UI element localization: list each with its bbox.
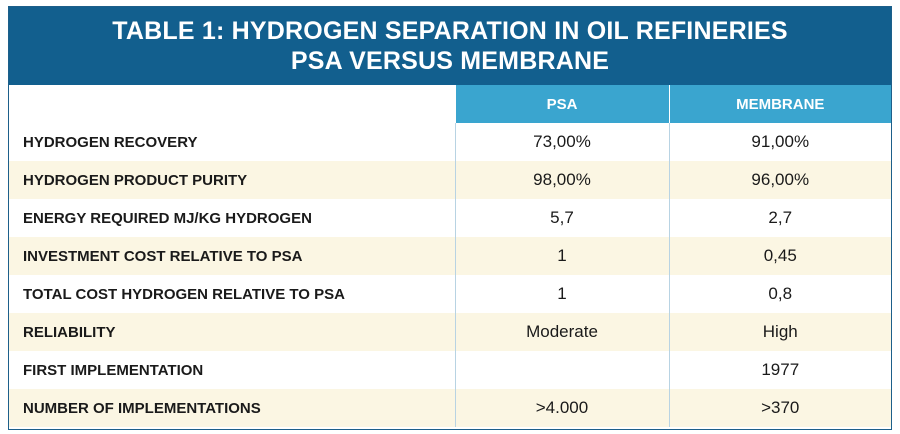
- table-title-line-2: PSA VERSUS MEMBRANE: [290, 47, 610, 75]
- row-label: NUMBER OF IMPLEMENTATIONS: [9, 389, 455, 427]
- membrane-value: 0,45: [668, 237, 891, 275]
- table-figure: TABLE 1: HYDROGEN SEPARATION IN OIL REFI…: [8, 6, 892, 430]
- psa-value: 5,7: [454, 199, 669, 237]
- table-row: ENERGY REQUIRED MJ/KG HYDROGEN 5,7 2,7: [9, 199, 891, 237]
- row-label: FIRST IMPLEMENTATION: [9, 351, 455, 389]
- psa-value: Moderate: [454, 313, 669, 351]
- row-label: RELIABILITY: [9, 313, 455, 351]
- comparison-table: PSA MEMBRANE HYDROGEN RECOVERY 73,00% 91…: [9, 85, 891, 427]
- table-title-bar: TABLE 1: HYDROGEN SEPARATION IN OIL REFI…: [9, 7, 891, 85]
- table-row: HYDROGEN PRODUCT PURITY 98,00% 96,00%: [9, 161, 891, 199]
- psa-value: 1: [454, 275, 669, 313]
- row-label: INVESTMENT COST RELATIVE TO PSA: [9, 237, 455, 275]
- table-row: HYDROGEN RECOVERY 73,00% 91,00%: [9, 123, 891, 161]
- table-row: INVESTMENT COST RELATIVE TO PSA 1 0,45: [9, 237, 891, 275]
- row-label: HYDROGEN PRODUCT PURITY: [9, 161, 455, 199]
- header-row: PSA MEMBRANE: [9, 85, 891, 123]
- membrane-value: 96,00%: [668, 161, 891, 199]
- table-row: RELIABILITY Moderate High: [9, 313, 891, 351]
- psa-value: [454, 351, 669, 389]
- row-label: TOTAL COST HYDROGEN RELATIVE TO PSA: [9, 275, 455, 313]
- psa-value: 1: [454, 237, 669, 275]
- header-membrane: MEMBRANE: [668, 85, 891, 123]
- table-row: NUMBER OF IMPLEMENTATIONS >4.000 >370: [9, 389, 891, 427]
- membrane-value: 2,7: [668, 199, 891, 237]
- row-label: HYDROGEN RECOVERY: [9, 123, 455, 161]
- membrane-value: >370: [668, 389, 891, 427]
- header-psa: PSA: [454, 85, 669, 123]
- table-title-line-1: TABLE 1: HYDROGEN SEPARATION IN OIL REFI…: [112, 17, 788, 45]
- membrane-value: 91,00%: [668, 123, 891, 161]
- table-row: TOTAL COST HYDROGEN RELATIVE TO PSA 1 0,…: [9, 275, 891, 313]
- membrane-value: 1977: [668, 351, 891, 389]
- membrane-value: 0,8: [668, 275, 891, 313]
- psa-value: 98,00%: [454, 161, 669, 199]
- psa-value: 73,00%: [454, 123, 669, 161]
- row-label: ENERGY REQUIRED MJ/KG HYDROGEN: [9, 199, 455, 237]
- table-row: FIRST IMPLEMENTATION 1977: [9, 351, 891, 389]
- membrane-value: High: [668, 313, 891, 351]
- psa-value: >4.000: [454, 389, 669, 427]
- header-blank-cell: [9, 85, 455, 123]
